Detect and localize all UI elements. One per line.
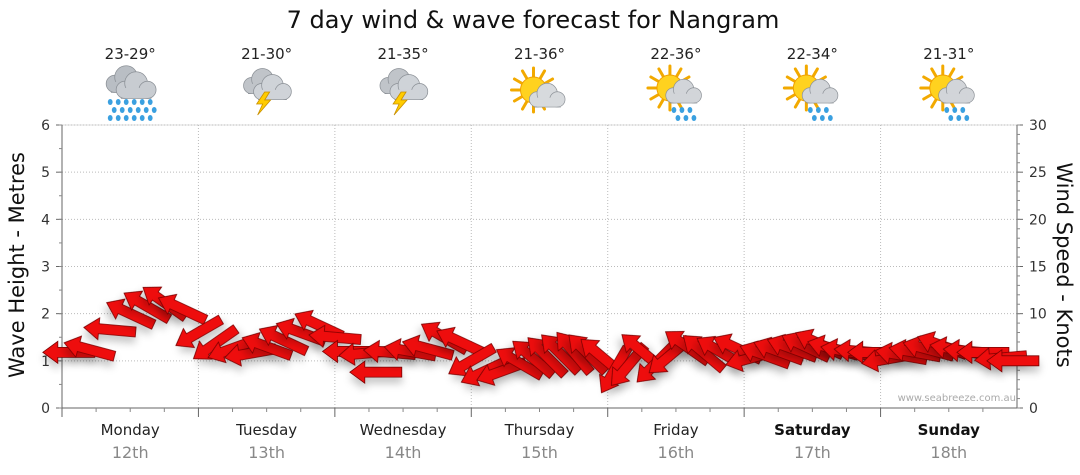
y-right-tick-label: 10	[1029, 307, 1047, 323]
chart-title: 7 day wind & wave forecast for Nangram	[287, 6, 780, 34]
y-right-tick-label: 0	[1029, 401, 1038, 417]
date-label: 14th	[385, 443, 422, 462]
wind-arrow	[157, 293, 209, 326]
y-left-tick-label: 4	[41, 212, 50, 228]
day-label: Saturday	[774, 421, 851, 439]
y-right-axis-label: Wind Speed - Knots	[1052, 162, 1076, 367]
wind-arrow	[63, 335, 117, 362]
sun-showers-icon	[919, 64, 975, 121]
y-right-tick-label: 30	[1029, 118, 1047, 134]
y-left-tick-label: 6	[41, 118, 50, 134]
y-right-tick-label: 20	[1029, 212, 1047, 228]
temp-range: 23-29°	[105, 45, 156, 63]
wind-arrow	[123, 290, 173, 324]
wind-arrow	[241, 331, 294, 361]
date-label: 15th	[521, 443, 558, 462]
wind-arrow	[83, 317, 137, 341]
date-label: 18th	[930, 443, 967, 462]
y-left-tick-label: 1	[41, 354, 50, 370]
temp-range: 22-34°	[787, 45, 838, 63]
wind-arrow	[175, 314, 224, 349]
y-left-tick-label: 3	[41, 260, 50, 276]
y-left-tick-label: 5	[41, 165, 50, 181]
thunderstorm-icon	[379, 68, 429, 116]
temp-range: 21-35°	[378, 45, 429, 63]
y-right-tick-label: 25	[1029, 165, 1047, 181]
date-label: 13th	[248, 443, 285, 462]
wind-arrow	[258, 324, 310, 357]
day-label: Sunday	[918, 421, 981, 439]
day-label: Friday	[653, 421, 699, 439]
y-right-tick-label: 15	[1029, 260, 1047, 276]
temp-range: 22-36°	[650, 45, 701, 63]
temp-range: 21-36°	[514, 45, 565, 63]
wind-arrow	[986, 349, 1040, 373]
day-label: Tuesday	[235, 421, 297, 439]
y-left-tick-label: 0	[41, 401, 50, 417]
wind-arrow	[308, 324, 362, 349]
y-left-tick-label: 2	[41, 307, 50, 323]
day-label: Thursday	[504, 421, 575, 439]
temp-range: 21-31°	[923, 45, 974, 63]
rain-cloud-icon	[105, 65, 157, 121]
date-label: 16th	[658, 443, 695, 462]
wind-arrow	[568, 334, 610, 376]
sun-showers-icon	[646, 64, 702, 121]
credit-text: www.seabreeze.com.au	[898, 393, 1016, 404]
wind-arrow	[106, 298, 157, 330]
day-label: Wednesday	[360, 421, 447, 439]
partly-cloudy-icon	[510, 66, 566, 114]
wind-arrow	[349, 360, 403, 384]
thunderstorm-icon	[243, 68, 292, 116]
wind-arrows	[42, 286, 1040, 394]
wind-arrow	[401, 334, 455, 361]
temp-range: 21-30°	[241, 45, 292, 63]
y-left-axis-label: Wave Height - Metres	[5, 152, 29, 378]
date-label: 12th	[112, 443, 149, 462]
day-label: Monday	[101, 421, 160, 439]
sun-showers-icon	[782, 64, 839, 121]
date-label: 17th	[794, 443, 831, 462]
